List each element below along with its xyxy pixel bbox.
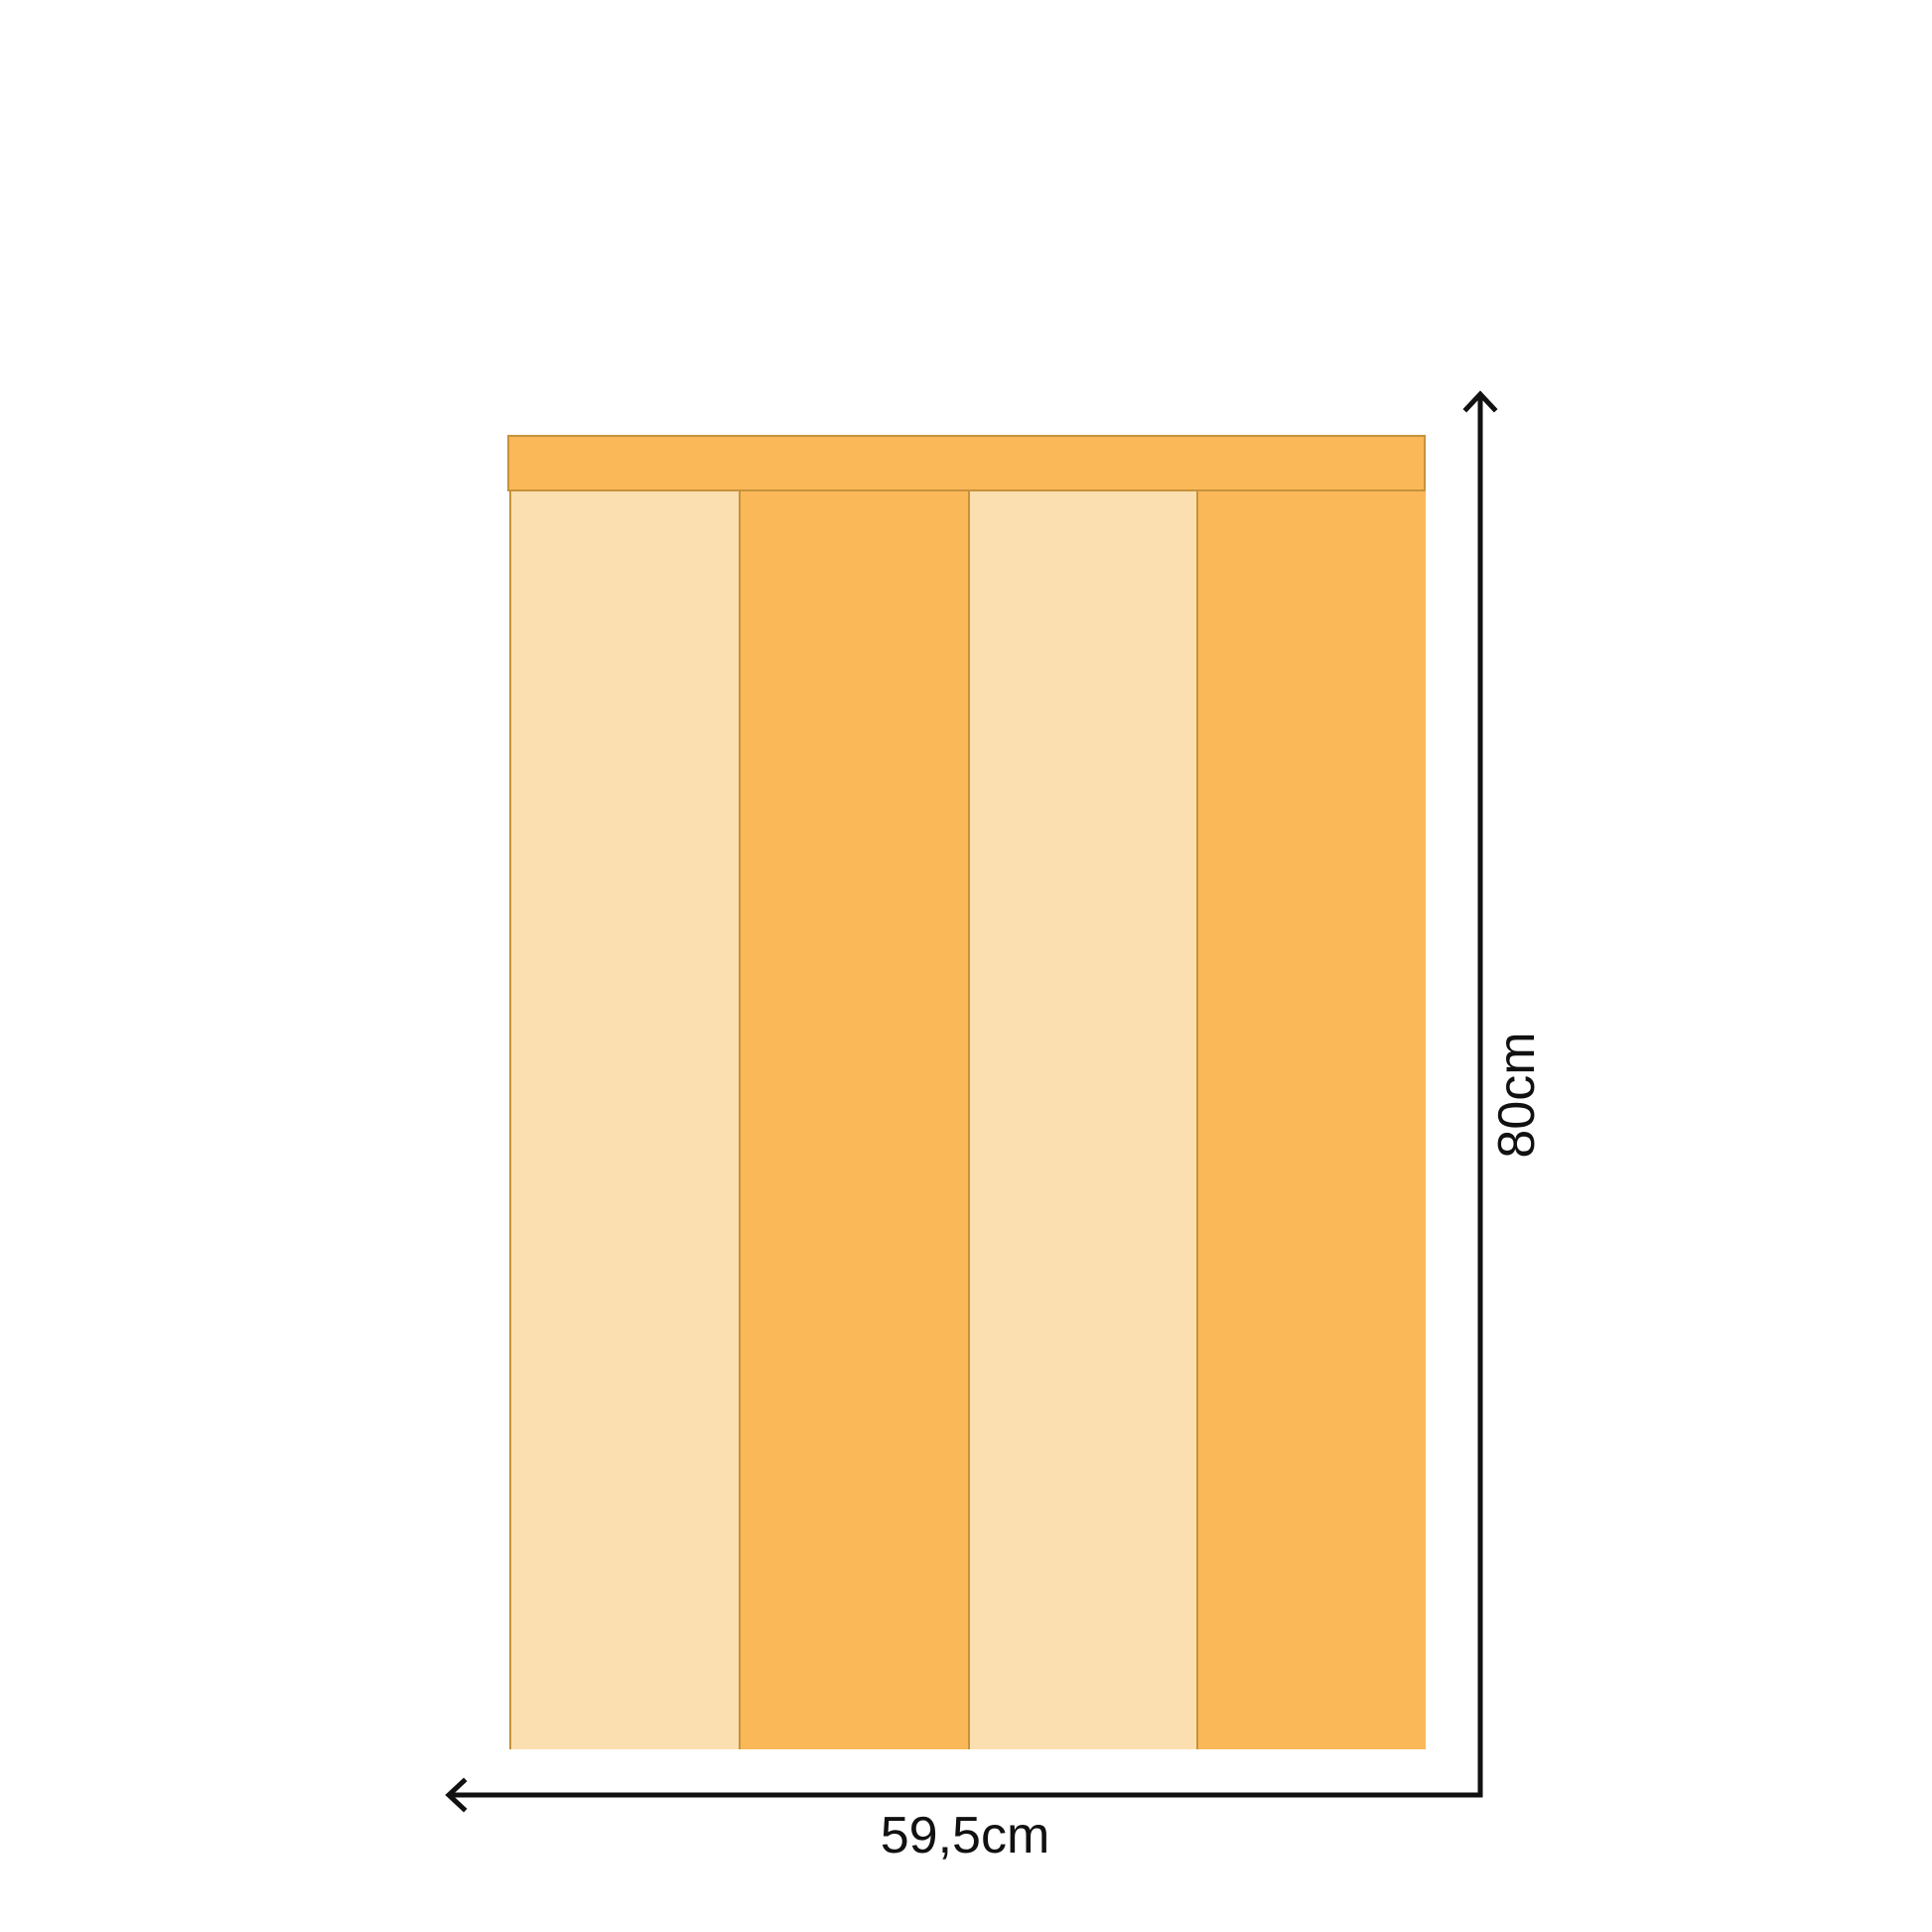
stripe-dark — [1196, 491, 1426, 1749]
stripe-light — [967, 491, 1197, 1749]
stripe-light — [511, 491, 739, 1749]
stripe-row — [509, 491, 1426, 1749]
panel-header-bar — [507, 435, 1426, 491]
width-dimension-label: 59,5cm — [880, 1807, 1050, 1864]
height-dimension-label: 80cm — [1488, 1032, 1546, 1159]
stripe-dark — [738, 491, 968, 1749]
